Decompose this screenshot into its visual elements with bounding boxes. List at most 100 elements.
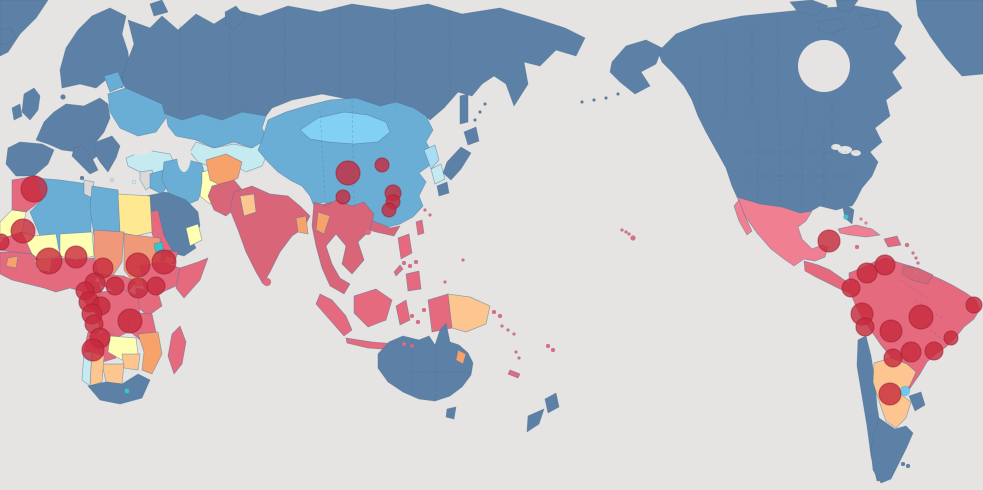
- island-denmark[interactable]: [60, 94, 66, 100]
- island-antilles-2[interactable]: [914, 256, 918, 260]
- island-visayas-3[interactable]: [413, 259, 419, 265]
- island-bahamas-2[interactable]: [864, 221, 868, 225]
- outbreak-bubble-costa-rica-panama[interactable]: [856, 262, 878, 284]
- island-puerto-rico[interactable]: [904, 242, 910, 248]
- region-uruguay[interactable]: [908, 391, 926, 412]
- island-kurils-3[interactable]: [483, 102, 487, 106]
- region-mozambique[interactable]: [137, 331, 163, 375]
- region-queensland-patch[interactable]: [455, 349, 467, 365]
- region-argentina-south[interactable]: [870, 417, 914, 484]
- island-kurils-1[interactable]: [473, 118, 477, 122]
- region-greenland-east-wrap[interactable]: [0, 0, 49, 57]
- island-visayas-1[interactable]: [401, 260, 407, 266]
- region-central-europe[interactable]: [35, 97, 111, 161]
- region-hispaniola[interactable]: [883, 235, 902, 248]
- region-arctic-islands-2[interactable]: [835, 0, 859, 13]
- region-japan-hokkaido[interactable]: [463, 126, 480, 146]
- outbreak-bubble-brazil-south[interactable]: [924, 341, 944, 361]
- region-tasmania[interactable]: [445, 406, 457, 420]
- island-florida-keys[interactable]: [843, 214, 849, 220]
- region-myanmar-patch[interactable]: [315, 211, 331, 235]
- region-guinea-coast[interactable]: [5, 255, 19, 269]
- region-sakhalin[interactable]: [459, 93, 469, 125]
- region-balkans[interactable]: [93, 135, 121, 173]
- region-south-korea[interactable]: [430, 163, 446, 185]
- region-arctic-islands-1[interactable]: [789, 0, 829, 17]
- region-afghanistan[interactable]: [205, 153, 243, 187]
- region-japan-kyushu[interactable]: [436, 181, 450, 197]
- region-greenland[interactable]: [915, 0, 983, 77]
- island-palau[interactable]: [443, 280, 447, 284]
- region-fennoscandia[interactable]: [59, 7, 131, 89]
- region-india-northwest[interactable]: [239, 193, 257, 217]
- region-italy[interactable]: [71, 145, 99, 175]
- outbreak-bubble-kenya[interactable]: [146, 276, 166, 296]
- island-moluccas-1[interactable]: [409, 313, 415, 319]
- region-papua-new-guinea[interactable]: [447, 293, 491, 333]
- island-fiji-2[interactable]: [550, 347, 556, 353]
- region-bangladesh[interactable]: [295, 215, 309, 235]
- island-visayas-2[interactable]: [407, 263, 413, 269]
- island-hawaii-2[interactable]: [624, 230, 628, 234]
- region-palawan[interactable]: [393, 264, 404, 277]
- outbreak-bubble-mauritania-west[interactable]: [10, 218, 36, 244]
- region-sumatra[interactable]: [315, 293, 353, 337]
- outbreak-bubble-argentina-buenos-aires[interactable]: [878, 382, 902, 406]
- island-antilles-1[interactable]: [911, 251, 915, 255]
- outbreak-bubble-angola-south[interactable]: [81, 338, 105, 362]
- region-sulawesi[interactable]: [395, 299, 411, 326]
- outbreak-bubble-brazil-central[interactable]: [908, 304, 934, 330]
- region-baffin-island[interactable]: [859, 13, 881, 31]
- outbreak-bubble-niger-nigeria[interactable]: [64, 245, 88, 269]
- region-oman-uae[interactable]: [185, 223, 203, 247]
- outbreak-bubble-brazil-southwest[interactable]: [900, 341, 922, 363]
- outbreak-bubble-china-northeast[interactable]: [374, 157, 390, 173]
- region-baja-california[interactable]: [733, 199, 753, 236]
- region-ukraine-belarus[interactable]: [107, 87, 167, 137]
- outbreak-bubble-senegal-edge[interactable]: [0, 233, 10, 251]
- region-mongolia[interactable]: [299, 111, 391, 145]
- island-fiji-1[interactable]: [545, 343, 551, 349]
- island-guam[interactable]: [461, 258, 465, 262]
- island-crete[interactable]: [109, 177, 115, 183]
- region-guianas[interactable]: [901, 265, 934, 285]
- island-new-britain-2[interactable]: [497, 313, 503, 319]
- outbreak-bubble-tanzania[interactable]: [117, 308, 143, 334]
- region-iberia[interactable]: [5, 141, 55, 177]
- island-hawaii-1[interactable]: [620, 228, 624, 232]
- region-united-kingdom[interactable]: [21, 87, 41, 121]
- region-baltics[interactable]: [103, 71, 125, 93]
- region-arctic-islands-3[interactable]: [817, 17, 847, 35]
- outbreak-bubble-ethiopia[interactable]: [151, 249, 177, 275]
- region-borneo[interactable]: [353, 288, 393, 328]
- outbreak-bubble-bolivia[interactable]: [883, 348, 903, 368]
- island-solomons-1[interactable]: [500, 324, 504, 328]
- island-aleutians-4[interactable]: [580, 100, 584, 104]
- outbreak-bubble-guinea-senegal[interactable]: [35, 247, 63, 275]
- island-aleutians-1[interactable]: [616, 92, 620, 96]
- region-cuba[interactable]: [837, 224, 881, 238]
- island-okinawa-1[interactable]: [423, 208, 427, 212]
- outbreak-bubble-brazil-amazon[interactable]: [879, 319, 903, 343]
- outbreak-bubble-fujian[interactable]: [381, 202, 397, 218]
- island-falklands-2[interactable]: [905, 463, 911, 469]
- island-vanuatu-2[interactable]: [517, 356, 521, 360]
- island-trinidad[interactable]: [913, 269, 919, 275]
- island-solomons-3[interactable]: [512, 332, 516, 336]
- island-lesotho[interactable]: [124, 388, 130, 394]
- island-new-britain-1[interactable]: [491, 309, 497, 315]
- region-south-africa[interactable]: [87, 373, 151, 405]
- region-novaya-zemlya[interactable]: [224, 5, 247, 31]
- region-svalbard[interactable]: [149, 0, 169, 17]
- outbreak-bubble-uganda[interactable]: [127, 277, 149, 299]
- island-jamaica[interactable]: [854, 244, 860, 250]
- island-kurils-2[interactable]: [478, 110, 482, 114]
- outbreak-bubble-colombia[interactable]: [841, 278, 861, 298]
- region-zimbabwe[interactable]: [121, 353, 141, 371]
- island-vanuatu-1[interactable]: [514, 350, 518, 354]
- region-philippines-mindanao[interactable]: [405, 270, 422, 292]
- outbreak-bubble-venezuela[interactable]: [874, 254, 896, 276]
- island-okinawa-2[interactable]: [428, 213, 432, 217]
- outbreak-bubble-south-sudan[interactable]: [105, 276, 125, 296]
